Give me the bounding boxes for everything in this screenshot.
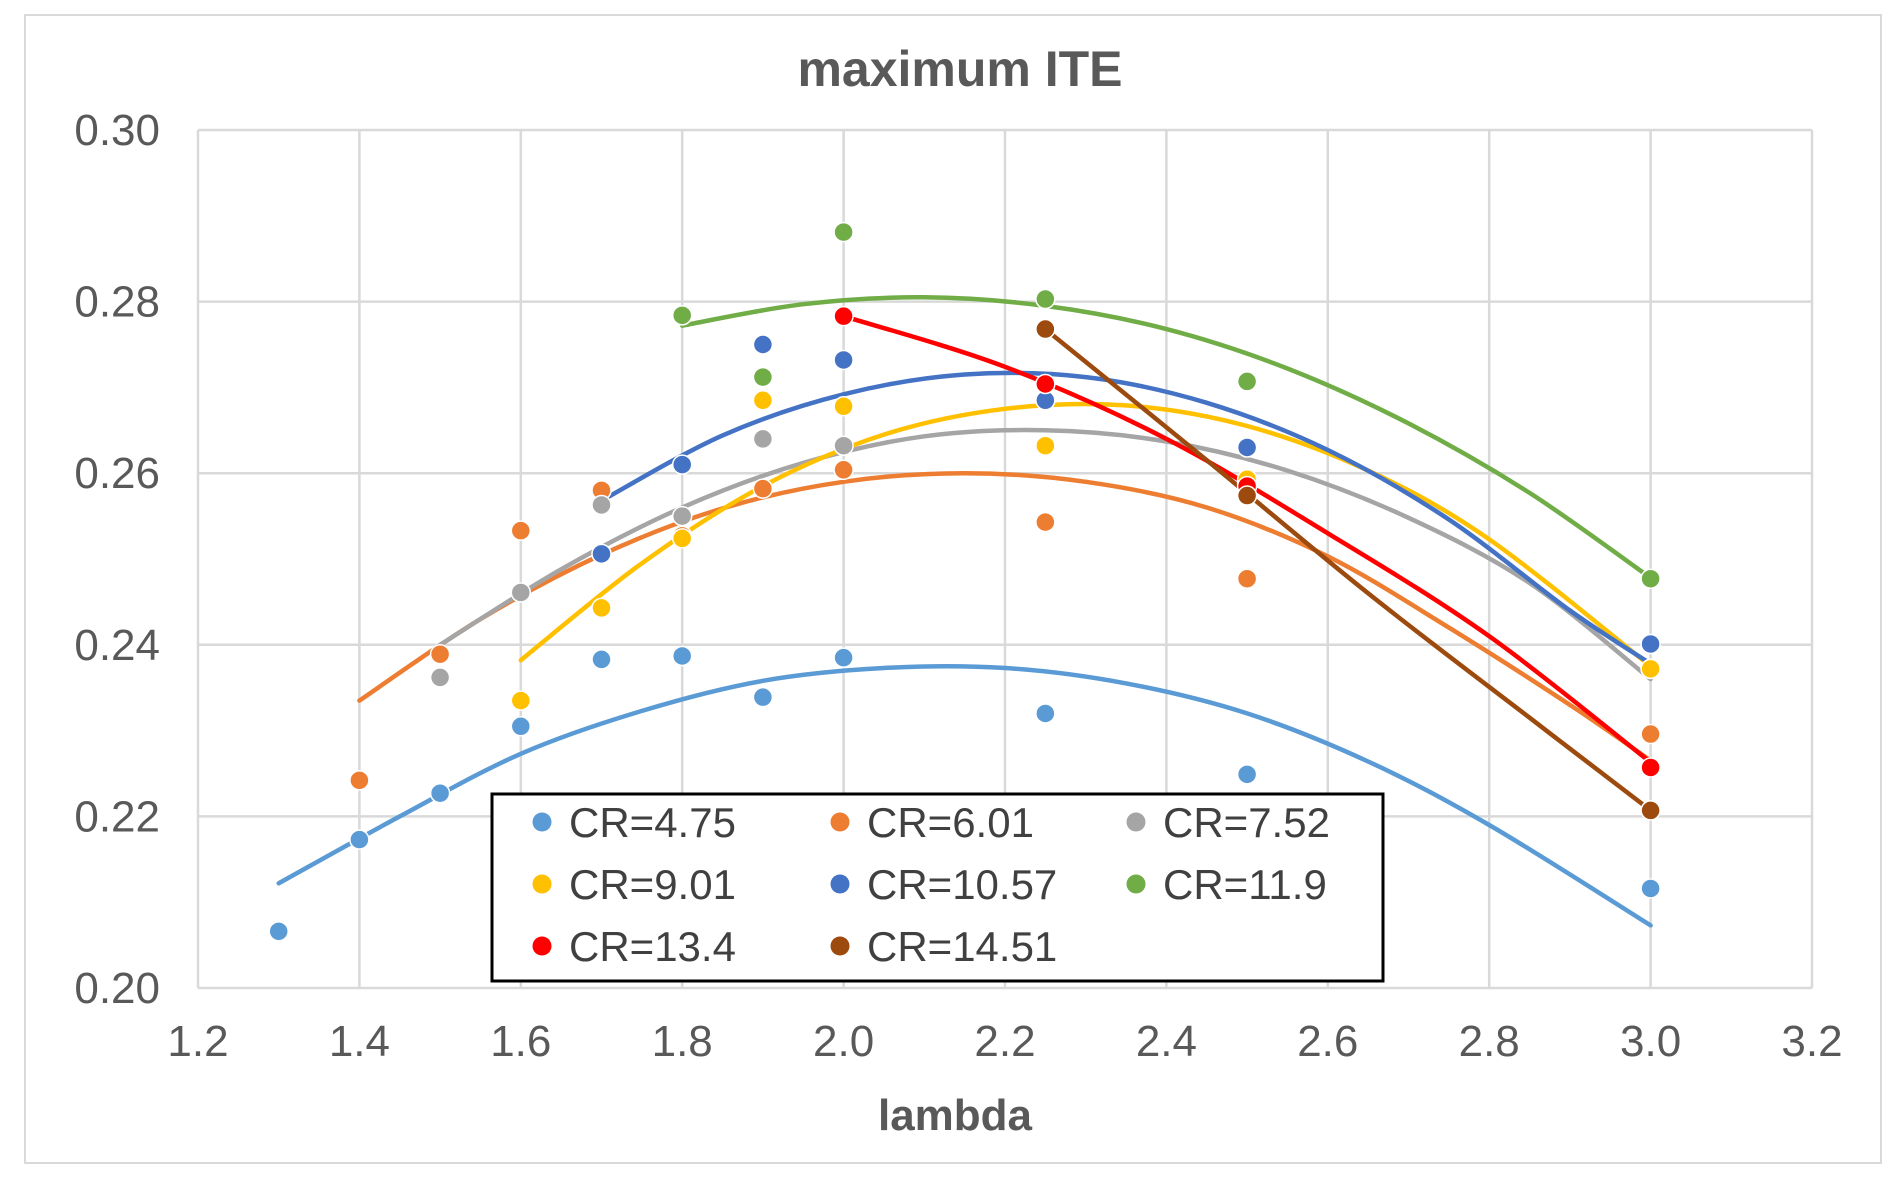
data-point-series-6 [752,366,774,388]
data-point-series-5 [1640,633,1661,655]
trendline-series-1 [276,663,1653,928]
data-point-series-2 [833,459,854,481]
y-tick-label: 0.26 [74,449,160,498]
x-tick-label: 2.8 [1459,1017,1520,1066]
data-point-series-3 [671,505,693,527]
data-point-series-8 [1035,318,1056,340]
y-tick-label: 0.28 [74,278,160,327]
data-point-series-2 [510,520,532,541]
data-point-series-2 [1640,723,1661,745]
data-point-series-6 [671,305,693,326]
legend-label: CR=10.57 [867,861,1057,908]
legend-marker [830,812,850,832]
data-point-series-1 [752,686,774,708]
data-point-series-4 [833,396,854,417]
x-tick-label: 1.2 [167,1017,228,1066]
legend-box [490,792,1385,983]
legend-label: CR=6.01 [867,799,1034,846]
data-point-series-1 [349,829,370,850]
data-point-series-6 [833,221,854,243]
legend-marker [830,936,850,956]
legend-marker [830,874,850,894]
data-point-series-1 [1236,764,1258,785]
data-point-series-1 [510,716,532,737]
data-point-series-3 [429,667,451,688]
trendline-series-3 [437,427,1653,682]
trendlines [276,295,1653,928]
data-point-series-1 [591,649,612,670]
data-point-series-2 [349,770,370,791]
data-point-series-3 [833,435,854,456]
data-point-series-4 [591,597,612,619]
x-tick-label: 3.2 [1781,1017,1842,1066]
data-point-series-2 [1236,568,1258,589]
data-point-series-5 [833,349,854,371]
data-point-series-6 [1640,568,1661,589]
legend-label: CR=11.9 [1163,861,1327,908]
data-point-series-1 [1035,703,1056,724]
data-point-series-3 [591,494,612,516]
x-tick-label: 1.6 [490,1017,551,1066]
trendline-series-6 [679,295,1653,581]
data-point-series-1 [1640,878,1661,899]
legend-label: CR=14.51 [867,923,1057,970]
y-tick-label: 0.24 [74,621,160,670]
data-point-series-2 [429,643,451,665]
data-point-series-5 [591,543,612,565]
y-tick-label: 0.20 [74,964,160,1013]
data-point-series-4 [1035,435,1056,456]
x-tick-label: 2.4 [1136,1017,1197,1066]
tick-labels: 1.2 1.4 1.6 1.8 2.0 2.2 2.4 2.6 2.8 3.0 3.2 0.20 0.2… [74,106,1842,1066]
data-point-series-2 [752,478,774,499]
legend-label: CR=9.01 [569,861,736,908]
y-tick-label: 0.22 [74,792,160,841]
x-axis-title: lambda [878,1091,1033,1140]
trendline-series-5 [599,370,1653,666]
data-point-series-4 [510,690,532,711]
data-point-series-5 [1236,437,1258,458]
data-point-series-4 [752,390,774,411]
data-point-series-2 [1035,511,1056,533]
data-point-series-5 [752,334,774,355]
legend-label: CR=7.52 [1163,799,1330,846]
x-tick-label: 2.2 [974,1017,1035,1066]
legend: CR=4.75 CR=6.01 CR=7.52 CR=9.01 CR=10.57 CR=1… [490,792,1385,983]
x-tick-label: 1.4 [329,1017,390,1066]
legend-label: CR=13.4 [569,923,736,970]
x-tick-label: 3.0 [1620,1017,1681,1066]
trendline-series-8 [1043,326,1653,813]
x-tick-label: 1.8 [652,1017,713,1066]
data-point-series-7 [1035,373,1056,395]
legend-label: CR=4.75 [569,799,736,846]
data-point-series-3 [510,582,532,603]
data-point-series-6 [1236,371,1258,392]
data-point-series-6 [1035,288,1056,310]
data-points [268,221,1661,942]
data-point-series-1 [429,782,451,804]
x-tick-label: 2.6 [1297,1017,1358,1066]
data-point-series-3 [752,428,774,450]
data-point-series-1 [268,921,289,942]
legend-marker [532,812,552,832]
legend-marker [1126,812,1146,832]
legend-marker [532,874,552,894]
y-tick-label: 0.30 [74,106,160,155]
trendline-series-4 [518,401,1653,669]
data-point-series-7 [1640,757,1661,778]
data-point-series-4 [671,528,693,549]
chart-title: maximum ITE [797,41,1122,97]
x-tick-label: 2.0 [813,1017,874,1066]
trendline-series-2 [357,470,1653,763]
data-point-series-4 [1640,658,1661,680]
legend-marker [532,936,552,956]
data-point-series-8 [1236,485,1258,506]
data-point-series-5 [671,454,693,475]
legend-marker [1126,874,1146,894]
data-point-series-1 [671,645,693,667]
data-point-series-8 [1640,800,1661,821]
data-point-series-1 [833,647,854,668]
data-point-series-7 [833,305,854,327]
